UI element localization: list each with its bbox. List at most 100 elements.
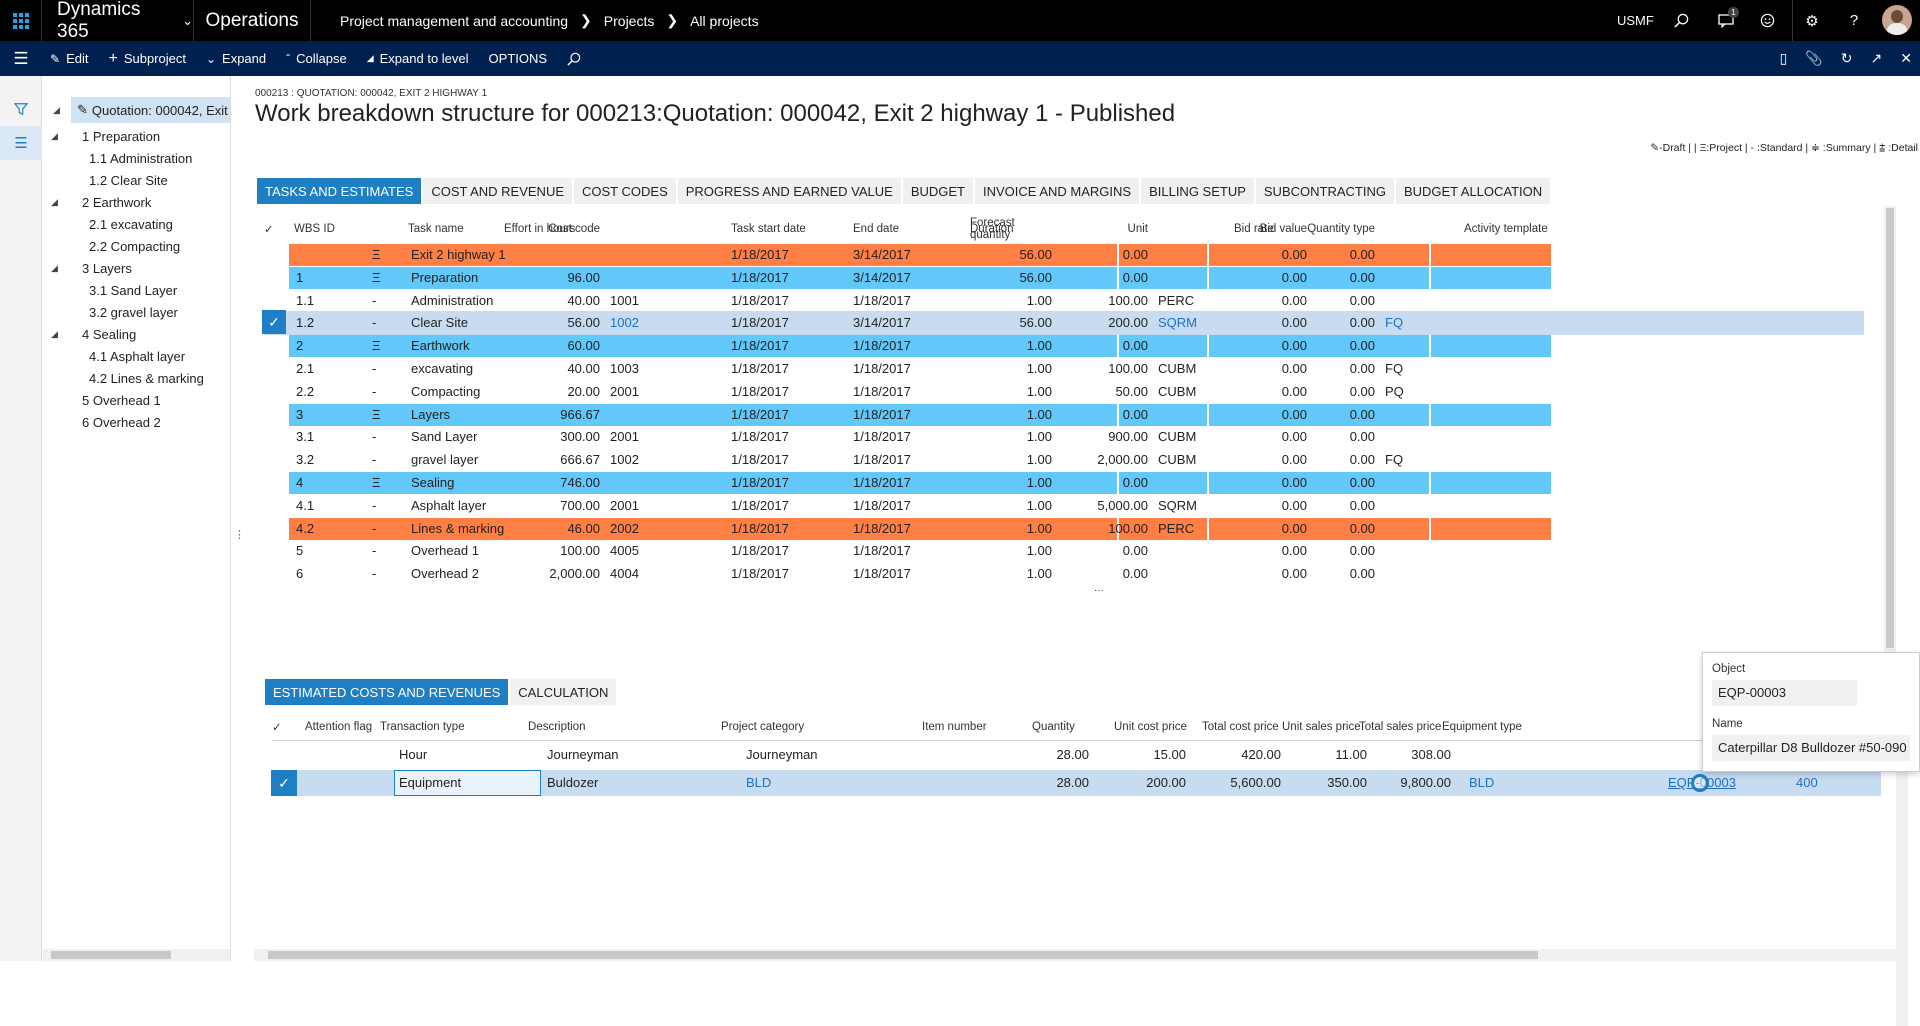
table-row[interactable]: 6 - Overhead 2 2,000.00 4004 1/18/2017 1/18/20… [264,562,1864,586]
tree-node[interactable]: 4.2 Lines & marking [89,365,204,391]
column-header[interactable]: Transaction type [380,721,465,733]
table-row[interactable]: ✓ 1.2 - Clear Site 56.00 1002 1/18/2017 3/14/20… [262,310,1864,336]
tab-subcontracting[interactable]: SUBCONTRACTING [1255,178,1394,204]
open-new-window-icon[interactable]: ↗ [1870,50,1883,66]
refresh-icon[interactable]: ↻ [1840,50,1853,66]
tree-node[interactable]: 6 Overhead 2 [82,409,161,435]
table-row[interactable]: 4 Ξ Sealing 746.00 1/18/2017 1/18/2017 1.00 0.0… [264,471,1864,495]
row-checkbox-checked[interactable]: ✓ [262,310,286,335]
help-icon[interactable]: ? [1849,12,1859,29]
table-row[interactable]: 4.2 - Lines & marking 46.00 2002 1/18/2017 1/1… [264,517,1864,541]
column-header[interactable]: Effort in hours [504,223,576,235]
tab-tasks-and-estimates[interactable]: TASKS AND ESTIMATES [257,178,422,204]
column-header[interactable]: Total sales price [1359,721,1442,733]
table-row[interactable]: 3.2 - gravel layer 666.67 1002 1/18/2017 1/18/… [264,448,1864,472]
tab-invoice-and-margins[interactable]: INVOICE AND MARGINS [975,178,1140,204]
table-row[interactable]: ✓ Equipment Buldozer BLD 28.00 200.00 5,600.00… [271,770,1881,796]
tab-estimated-costs-and-revenues[interactable]: ESTIMATED COSTS AND REVENUES [265,679,509,705]
tree-toggle-icon[interactable]: ◢ [51,262,58,273]
tab-billing-setup[interactable]: BILLING SETUP [1141,178,1254,204]
column-header[interactable]: Attention flag [305,721,373,733]
filter-icon[interactable] [0,92,42,126]
transaction-type-field-focus[interactable] [394,770,541,796]
subproject-button[interactable]: + Subproject [108,50,186,68]
smiley-icon[interactable] [1752,0,1782,41]
collapse-triangle-icon[interactable]: ◢ [53,104,60,115]
column-header[interactable]: Quantity type [1307,223,1375,235]
table-row[interactable]: 3 Ξ Layers 966.67 1/18/2017 1/18/2017 1.00 0.00… [264,403,1864,427]
column-header[interactable]: Activity template [1464,223,1548,235]
splitter-handle-icon[interactable]: ⋮ [234,529,245,541]
table-row[interactable]: 1.1 - Administration 40.00 1001 1/18/2017 1/18… [264,289,1864,313]
search-icon[interactable] [1666,0,1696,41]
tree-node[interactable]: ◢ 1 Preparation [51,123,160,149]
wbs-vertical-scrollbar[interactable] [1884,206,1896,761]
column-header[interactable]: Quantity [1032,721,1075,733]
gear-icon[interactable]: ⚙ [1805,12,1819,30]
tree-toggle-icon[interactable]: ◢ [51,196,58,207]
tree-node[interactable]: 3.1 Sand Layer [89,277,177,303]
table-row[interactable]: 2.1 - excavating 40.00 1003 1/18/2017 1/18/201… [264,357,1864,381]
tree-node[interactable]: 2.2 Compacting [89,233,180,259]
column-header[interactable]: Item number [922,721,987,733]
tree-horizontal-scrollbar[interactable] [43,949,230,961]
app-launcher-icon[interactable] [0,0,41,41]
tree-toggle-icon[interactable]: ◢ [51,130,58,141]
edit-button[interactable]: ✎ Edit [50,51,88,66]
tab-cost-codes[interactable]: COST CODES [574,178,676,204]
column-header[interactable]: Unit [1127,223,1148,235]
table-row[interactable]: 2 Ξ Earthwork 60.00 1/18/2017 1/18/2017 1.00 0.… [264,334,1864,358]
breadcrumb-item[interactable]: Projects [603,12,655,29]
attachment-icon[interactable]: 📎 [1805,50,1823,66]
table-row[interactable]: Hour Journeyman Journeyman 28.00 15.00 420.00… [271,742,1881,768]
breadcrumb-item[interactable]: All projects [690,12,759,29]
office-icon[interactable]: ▯ [1779,50,1788,66]
search-icon[interactable] [567,52,581,66]
table-row[interactable]: 1 Ξ Preparation 96.00 1/18/2017 3/14/2017 56.0… [264,266,1864,290]
column-header[interactable]: Total cost price [1202,721,1279,733]
row-checkbox-checked[interactable]: ✓ [271,770,297,796]
column-header[interactable]: WBS ID [294,223,335,235]
expand-button[interactable]: ⌄ Expand [206,51,266,66]
tab-budget-allocation[interactable]: BUDGET ALLOCATION [1395,178,1551,204]
options-tab[interactable]: OPTIONS [488,51,548,66]
tree-root-node[interactable]: ◢ ✎ Quotation: 000042, Exit 2 highway 1 [53,97,230,123]
column-header[interactable]: Task start date [731,223,806,235]
table-row[interactable]: 4.1 - Asphalt layer 700.00 2001 1/18/2017 1/18… [264,494,1864,518]
tree-node[interactable]: ◢ 2 Earthwork [51,189,151,215]
column-header[interactable]: Unit sales price [1282,721,1361,733]
tab-cost-and-revenue[interactable]: COST AND REVENUE [423,178,573,204]
column-header[interactable]: Task name [408,223,464,235]
tab-budget[interactable]: BUDGET [902,178,973,204]
tree-node[interactable]: 5 Overhead 1 [82,387,161,413]
column-header[interactable]: Forecast quantity [970,217,1015,241]
tree-node[interactable]: 4.1 Asphalt layer [89,343,185,369]
cell-resource[interactable]: EQP-00003 [1668,775,1736,790]
tree-node[interactable]: ◢ 3 Layers [51,255,132,281]
column-header[interactable]: Project category [721,721,805,733]
column-header[interactable]: Description [528,721,586,733]
tree-node[interactable]: 2.1 excavating [89,211,173,237]
tree-toggle-icon[interactable]: ◢ [51,328,58,339]
list-icon[interactable]: ☰ [0,126,42,160]
tree-node[interactable]: 1.1 Administration [89,145,192,171]
module-name[interactable]: Operations [194,0,311,41]
breadcrumb-item[interactable]: Project management and accounting [340,12,569,29]
column-header[interactable]: Bid rate [1234,223,1274,235]
collapse-button[interactable]: ˆ Collapse [286,51,347,66]
column-header[interactable]: Unit cost price [1114,721,1187,733]
product-switcher[interactable]: Dynamics 365 ⌄ [41,0,194,42]
column-header[interactable]: Cost code [548,223,600,235]
page-horizontal-scrollbar[interactable] [254,949,1896,961]
table-row[interactable]: 2.2 - Compacting 20.00 2001 1/18/2017 1/18/201… [264,380,1864,404]
close-icon[interactable]: ✕ [1900,50,1912,66]
select-all-checkbox[interactable]: ✓ [272,722,282,734]
column-header[interactable]: Equipment type [1442,721,1522,733]
column-header[interactable]: Bid value [1259,223,1307,235]
tree-node[interactable]: 1.2 Clear Site [89,167,168,193]
tab-calculation[interactable]: CALCULATION [510,679,617,705]
column-header[interactable]: End date [853,223,900,235]
select-all-checkbox[interactable]: ✓ [264,224,274,236]
message-icon[interactable]: 1 [1711,0,1741,41]
tree-node[interactable]: ◢ 4 Sealing [51,321,136,347]
